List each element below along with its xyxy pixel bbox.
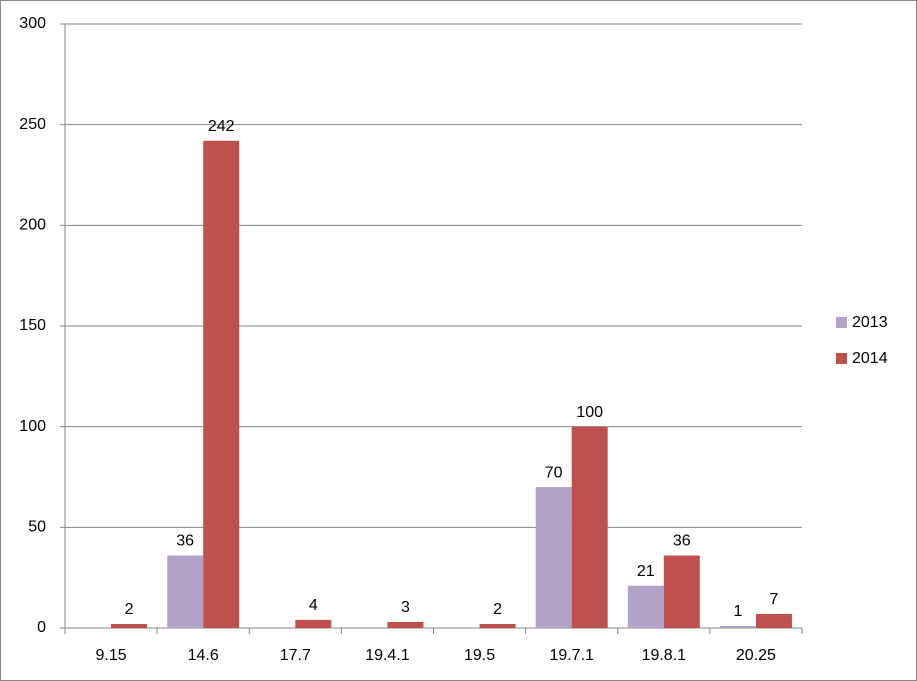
legend-swatch (836, 353, 847, 364)
y-tick-label: 150 (19, 317, 46, 334)
x-tick-label: 9.15 (95, 647, 126, 664)
y-tick-label: 100 (19, 418, 46, 435)
x-tick-label: 19.8.1 (642, 647, 687, 664)
data-label: 4 (309, 597, 318, 614)
bar (479, 623, 516, 628)
x-tick-label: 14.6 (188, 647, 219, 664)
data-label: 1 (733, 603, 742, 620)
bar (203, 140, 240, 629)
data-label: 242 (208, 118, 235, 135)
y-tick-label: 250 (19, 116, 46, 133)
bar (167, 555, 204, 628)
data-label: 21 (637, 563, 655, 580)
data-label: 36 (673, 533, 691, 550)
bar (535, 487, 572, 628)
bar (387, 621, 424, 628)
x-tick-label: 20.25 (736, 647, 776, 664)
bar (627, 585, 664, 628)
x-tick-label: 19.5 (464, 647, 495, 664)
bar (571, 426, 608, 628)
y-tick-label: 300 (19, 15, 46, 32)
x-tick-label: 17.7 (280, 647, 311, 664)
bar (719, 625, 756, 628)
bar (663, 555, 700, 628)
y-tick-label: 50 (28, 519, 46, 536)
bar (755, 613, 792, 628)
data-label: 70 (545, 464, 563, 481)
bar (111, 623, 148, 628)
y-tick-label: 200 (19, 217, 46, 234)
legend-label: 2013 (852, 314, 888, 331)
y-tick-label: 0 (37, 619, 46, 636)
data-label: 7 (769, 591, 778, 608)
data-label: 36 (176, 533, 194, 550)
data-label: 2 (125, 601, 134, 618)
data-label: 2 (493, 601, 502, 618)
x-tick-label: 19.4.1 (365, 647, 410, 664)
data-label: 3 (401, 599, 410, 616)
legend-label: 2014 (852, 350, 888, 367)
legend-swatch (836, 317, 847, 328)
data-label: 100 (576, 404, 603, 421)
x-tick-label: 19.7.1 (549, 647, 594, 664)
bar (295, 619, 332, 628)
